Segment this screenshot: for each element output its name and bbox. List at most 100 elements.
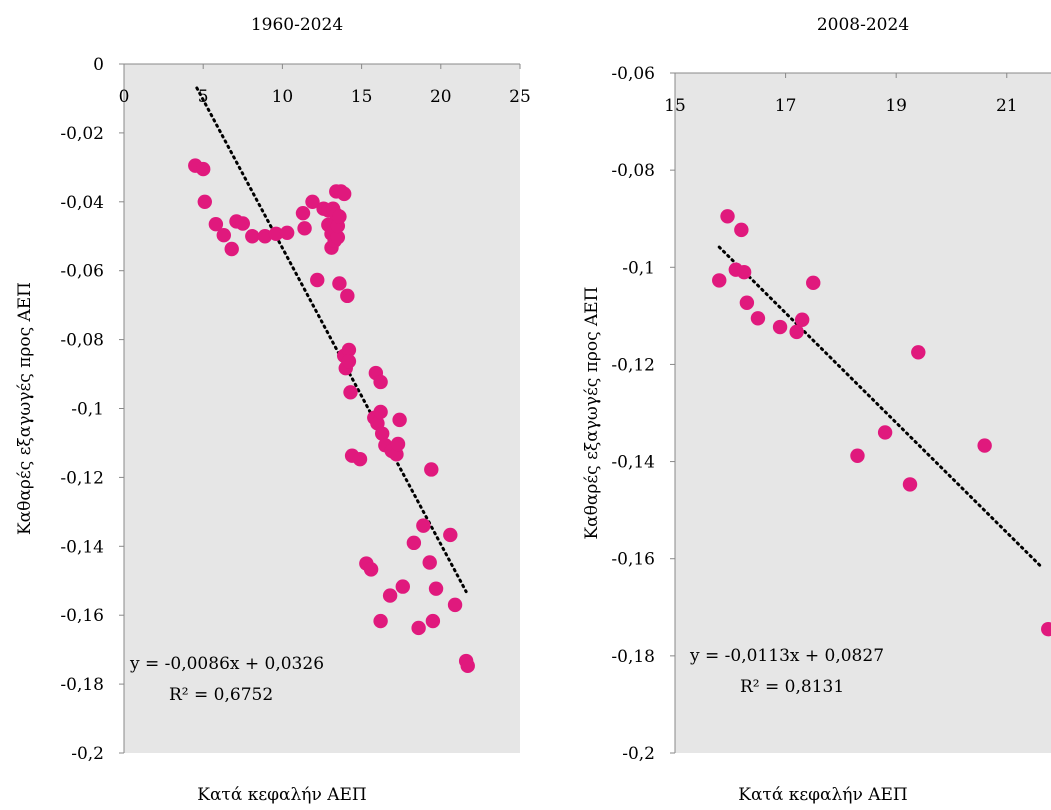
chart-title: 1960-2024 bbox=[251, 15, 343, 35]
data-point bbox=[373, 374, 388, 390]
y-tick-label: -0,14 bbox=[60, 537, 104, 557]
chart-panel-1: 1960-2024 0 -0,02 -0,04 -0,06 -0,08 -0,1 -0,12 -… bbox=[15, 15, 531, 805]
data-point bbox=[422, 555, 437, 570]
y-tick-label: -0,16 bbox=[60, 606, 104, 626]
y-tick-label: -0,12 bbox=[60, 468, 104, 488]
y-tick-label: -0,08 bbox=[60, 331, 104, 351]
y-tick-label: -0,2 bbox=[622, 744, 655, 764]
y-tick-label: -0,14 bbox=[611, 453, 655, 473]
data-point bbox=[235, 216, 250, 231]
r-squared-label: R² = 0,8131 bbox=[740, 677, 844, 697]
data-point bbox=[392, 412, 407, 428]
data-point bbox=[340, 288, 355, 304]
data-point bbox=[224, 241, 239, 257]
data-point bbox=[374, 426, 390, 441]
data-point bbox=[806, 275, 821, 291]
chart-panel-2: 2008-2024 -0,06 -0,08 -0,1 -0,12 -0,14 -0,16 -0… bbox=[582, 15, 1051, 805]
data-point bbox=[877, 425, 893, 440]
data-point bbox=[720, 209, 735, 224]
data-point bbox=[279, 225, 295, 241]
y-tick-label: -0,2 bbox=[71, 744, 104, 764]
data-point bbox=[789, 324, 804, 340]
trendline-equation: y = -0,0086x + 0,0326 bbox=[129, 654, 324, 674]
x-tick-label: 19 bbox=[885, 96, 907, 116]
y-tick-label: -0,06 bbox=[611, 64, 655, 84]
data-point bbox=[373, 404, 388, 420]
data-point bbox=[297, 221, 312, 236]
data-point bbox=[352, 451, 368, 467]
data-point bbox=[772, 319, 788, 335]
data-point bbox=[257, 229, 273, 244]
y-tick-label: -0,1 bbox=[71, 400, 104, 420]
x-tick-label: 0 bbox=[119, 87, 130, 107]
data-point bbox=[750, 311, 766, 326]
data-point bbox=[460, 658, 475, 674]
data-point bbox=[1041, 621, 1051, 637]
y-tick-label: -0,18 bbox=[611, 647, 655, 667]
data-point bbox=[736, 264, 752, 280]
x-tick-label: 15 bbox=[351, 87, 373, 107]
y-tick-label: -0,08 bbox=[611, 161, 655, 181]
data-point bbox=[336, 186, 352, 202]
data-point bbox=[425, 613, 441, 629]
data-point bbox=[382, 588, 398, 603]
y-axis-label: Καθαρές εξαγωγές προς ΑΕΠ bbox=[582, 286, 602, 539]
data-point bbox=[363, 562, 379, 577]
data-point bbox=[268, 226, 284, 242]
x-axis-label: Κατά κεφαλήν ΑΕΠ bbox=[197, 785, 367, 805]
data-point bbox=[332, 276, 347, 291]
data-point bbox=[341, 342, 357, 358]
trendline bbox=[717, 245, 1042, 567]
data-point bbox=[216, 228, 231, 243]
plot-area bbox=[124, 64, 520, 753]
data-point bbox=[416, 518, 431, 533]
y-tick-label: -0,12 bbox=[611, 355, 655, 375]
data-point bbox=[443, 527, 458, 543]
data-point bbox=[712, 273, 727, 288]
x-tick-label: 5 bbox=[198, 87, 209, 107]
data-point bbox=[305, 194, 320, 209]
r-squared-label: R² = 0,6752 bbox=[169, 685, 273, 705]
data-point bbox=[734, 222, 749, 238]
data-point bbox=[911, 345, 926, 360]
x-tick-label: 10 bbox=[272, 87, 294, 107]
y-tick-label: -0,02 bbox=[60, 124, 104, 144]
data-point bbox=[406, 535, 422, 551]
data-point bbox=[794, 312, 810, 327]
x-tick-label: 25 bbox=[509, 87, 531, 107]
data-point bbox=[395, 579, 410, 594]
x-tick-label: 20 bbox=[430, 87, 452, 107]
data-point bbox=[310, 272, 325, 288]
data-point bbox=[850, 448, 865, 463]
data-point bbox=[977, 438, 992, 453]
data-point bbox=[343, 385, 358, 400]
y-tick-label: 0 bbox=[93, 55, 104, 75]
y-tick-label: -0,04 bbox=[60, 193, 104, 213]
y-axis-label: Καθαρές εξαγωγές προς ΑΕΠ bbox=[15, 282, 35, 535]
x-tick-label: 17 bbox=[775, 96, 797, 116]
data-point bbox=[447, 597, 463, 613]
data-point bbox=[332, 209, 347, 224]
chart-title: 2008-2024 bbox=[817, 15, 909, 35]
data-point bbox=[428, 581, 444, 596]
y-tick-label: -0,1 bbox=[622, 258, 655, 278]
data-point bbox=[902, 477, 918, 492]
plot-area bbox=[675, 73, 1051, 753]
data-point bbox=[341, 354, 357, 369]
data-point bbox=[197, 194, 212, 209]
x-tick-label: 21 bbox=[996, 96, 1018, 116]
trendline-equation: y = -0,0113x + 0,0827 bbox=[689, 646, 884, 666]
x-axis-label: Κατά κεφαλήν ΑΕΠ bbox=[738, 785, 908, 805]
data-point bbox=[330, 230, 346, 245]
data-point bbox=[390, 436, 406, 452]
data-point bbox=[208, 216, 224, 232]
data-point bbox=[295, 205, 311, 221]
y-tick-label: -0,18 bbox=[60, 675, 104, 695]
x-tick-label: 15 bbox=[664, 96, 686, 116]
data-point bbox=[373, 613, 388, 629]
data-point bbox=[196, 161, 211, 177]
data-point bbox=[424, 462, 439, 477]
data-point bbox=[739, 295, 755, 310]
y-tick-label: -0,06 bbox=[60, 262, 104, 282]
